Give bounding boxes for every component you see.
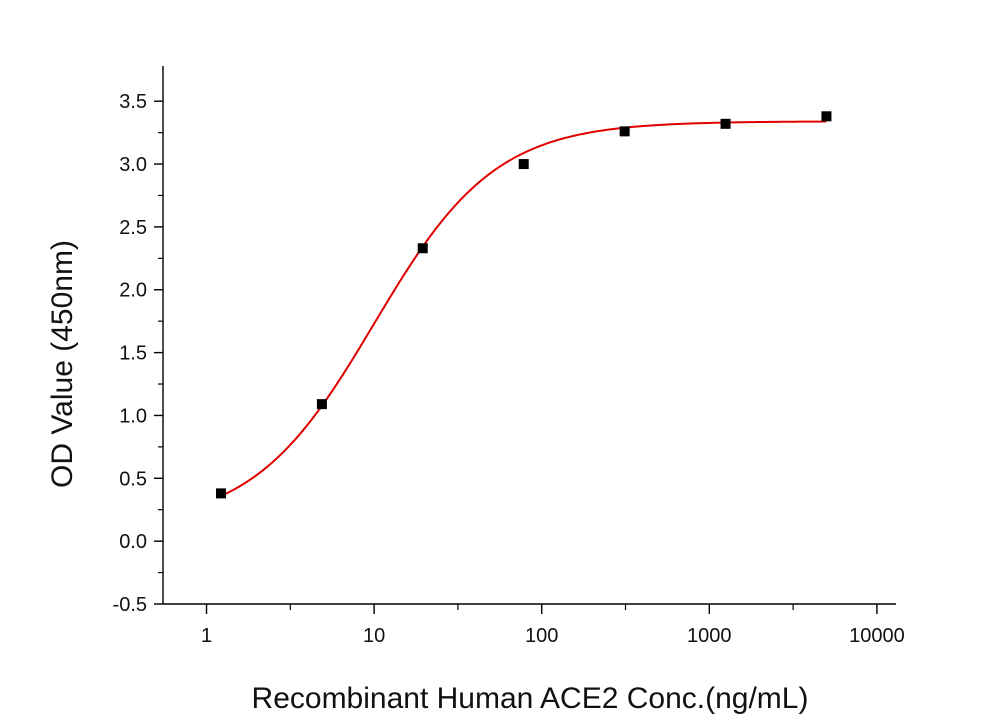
y-tick-label: 2.5: [119, 217, 147, 239]
y-tick-label: 2.0: [119, 280, 147, 302]
y-tick-label: -0.5: [113, 594, 147, 616]
x-tick-label: 10000: [849, 625, 905, 647]
data-point-marker: [215, 488, 226, 499]
x-tick-label: 1: [201, 625, 212, 647]
data-point-marker: [720, 118, 731, 129]
y-tick-label: 1.5: [119, 343, 147, 365]
data-point-marker: [417, 243, 428, 254]
x-ticks: 1 10 100 1000 10000: [201, 604, 905, 647]
data-point-marker: [821, 111, 832, 122]
y-tick-label: 0.5: [119, 468, 147, 490]
axes: [162, 66, 896, 605]
x-tick-label: 10: [363, 625, 385, 647]
y-tick-label: 1.0: [119, 405, 147, 427]
fit-curve-line: [220, 120, 827, 497]
y-tick-label: 3.5: [119, 91, 147, 113]
y-ticks: -0.5 0.0 0.5 1.0 1.5 2.0 2.5 3.0 3.5: [113, 91, 163, 616]
data-point-marker: [619, 126, 630, 137]
y-tick-label: 0.0: [119, 531, 147, 553]
data-point-marker: [518, 159, 529, 170]
data-point-marker: [316, 399, 327, 410]
x-axis-title: Recombinant Human ACE2 Conc.(ng/mL): [252, 682, 809, 715]
y-axis-title: OD Value (450nm): [46, 240, 79, 488]
x-tick-label: 1000: [687, 625, 732, 647]
series-layer: [215, 111, 832, 499]
y-tick-label: 3.0: [119, 154, 147, 176]
x-tick-label: 100: [525, 625, 558, 647]
